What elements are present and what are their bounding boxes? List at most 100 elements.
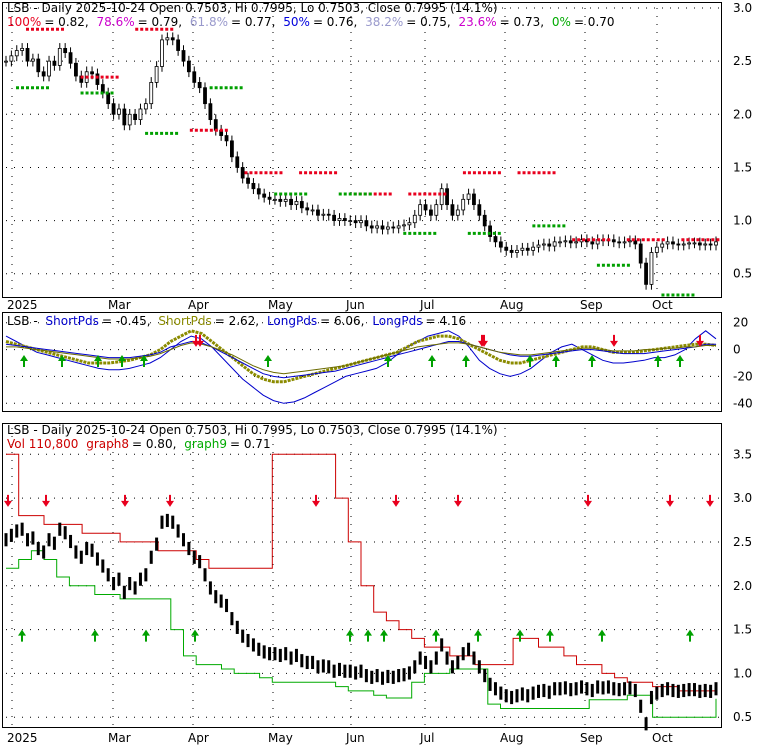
vol-month-6: Aug: [500, 731, 523, 745]
vol-bar-121: [655, 686, 659, 700]
osc-1-label: ShortPds: [158, 314, 211, 328]
vol-bar-85: [461, 647, 465, 661]
vol-bar-92: [499, 686, 503, 700]
price-candle-102: [552, 241, 557, 247]
oscillator-grid: 20 0 -20 -40: [6, 316, 753, 410]
vol-bar-106: [574, 682, 578, 696]
price-candle-44: [240, 167, 245, 179]
vol-bar-23: [128, 577, 132, 591]
vol-bar-66: [359, 664, 363, 678]
price-candle-19: [106, 92, 111, 105]
price-candle-73: [396, 225, 401, 229]
price-candle-10: [57, 47, 62, 66]
fib-3-value: = 0.76,: [313, 15, 357, 29]
vol-2-value: = 0.71: [230, 437, 271, 451]
vol-ytick-0: 3.5: [733, 447, 752, 461]
price-candle-55: [299, 201, 304, 209]
price-candle-53: [289, 198, 293, 206]
vol-up-arrow-13: [432, 629, 440, 642]
price-candle-2: [14, 50, 19, 57]
price-candle-6: [36, 58, 41, 73]
vol-2-label: graph9: [184, 437, 227, 451]
vol-bar-114: [617, 683, 621, 697]
vol-bar-102: [553, 682, 557, 696]
price-ytick-3: 1.5: [733, 160, 752, 174]
osc-ytick-3: -40: [733, 396, 753, 410]
price-candle-56: [305, 207, 310, 211]
price-candle-4: [25, 47, 30, 62]
vol-ytick-4: 1.5: [733, 623, 752, 637]
price-candle-62: [337, 218, 342, 221]
fib-6-value: = 0.70: [574, 15, 615, 29]
price-candle-120: [649, 252, 654, 285]
price-month-7: Sep: [580, 298, 603, 312]
price-month-2: Apr: [188, 298, 209, 312]
vol-bar-0: [4, 533, 8, 547]
vol-bar-51: [278, 648, 282, 663]
vol-bar-5: [31, 531, 35, 545]
price-candle-64: [348, 220, 353, 222]
price-candle-91: [493, 236, 498, 243]
vol-month-1: Mar: [108, 731, 131, 745]
fib-5-label: 23.6%: [459, 15, 497, 29]
price-candle-115: [622, 241, 627, 244]
vol-bar-32: [176, 524, 180, 538]
volume-legend: Vol 110,800 graph8 = 0.80, graph9 = 0.71: [7, 437, 271, 451]
price-candle-57: [310, 209, 315, 212]
osc-3-label: LongPds: [372, 314, 422, 328]
vol-bar-65: [354, 666, 358, 680]
vol-bar-3: [20, 522, 24, 536]
vol-up-arrow-17: [546, 629, 554, 642]
oscillator-plot: [5, 329, 717, 404]
osc-title: LSB -: [7, 314, 38, 328]
price-candle-70: [380, 225, 385, 230]
vol-down-arrow-14: [454, 494, 462, 507]
vol-bar-91: [493, 682, 497, 696]
vol-bar-104: [563, 681, 567, 695]
vol-bar-22: [122, 585, 126, 599]
vol-bar-62: [337, 662, 341, 677]
fib-1-value: = 0.79,: [138, 15, 182, 29]
vol-bar-37: [203, 568, 207, 582]
vol-bar-9: [52, 536, 56, 550]
price-title: LSB - Daily 2025-10-24 Open 0.7503, Hi 0…: [7, 1, 498, 15]
price-candle-27: [149, 82, 154, 105]
price-candle-17: [95, 73, 100, 85]
vol-bar-39: [214, 590, 218, 604]
vol-ytick-5: 1.0: [733, 666, 752, 680]
osc-2-label: LongPds: [267, 314, 317, 328]
osc-line-2: [5, 340, 716, 379]
vol-bar-10: [58, 522, 62, 536]
vol-down-arrow-0: [4, 494, 12, 507]
price-month-6: Aug: [500, 298, 523, 312]
vol-bar-40: [219, 594, 223, 608]
vol-bar-75: [407, 666, 411, 680]
vol-bar-130: [703, 683, 707, 698]
vol-bar-15: [85, 541, 89, 556]
vol-bar-81: [440, 638, 444, 652]
price-candle-105: [568, 240, 573, 244]
price-candle-9: [52, 60, 57, 66]
price-candle-92: [498, 241, 503, 248]
vol-up-arrow-7: [191, 629, 199, 642]
price-candle-122: [660, 243, 665, 248]
price-candle-128: [692, 242, 697, 245]
price-candle-26: [143, 103, 148, 110]
vol-bar-125: [676, 684, 680, 698]
vol-month-0: 2025: [7, 731, 38, 745]
vol-ytick-2: 2.5: [733, 535, 752, 549]
price-candle-132: [714, 241, 718, 246]
vol-bar-30: [165, 513, 169, 528]
vol-bar-36: [198, 555, 202, 569]
vol-bar-93: [504, 689, 508, 703]
vol-bar-87: [472, 651, 476, 665]
price-candle-118: [638, 243, 643, 264]
vol-bar-108: [585, 682, 589, 696]
vol-bar-71: [386, 669, 390, 684]
osc-down-arrow-1: [196, 334, 204, 347]
vol-up-arrow-5: [142, 629, 150, 642]
price-candle-48: [262, 193, 267, 198]
vol-bar-56: [305, 655, 309, 670]
price-ytick-0: 3.0: [733, 1, 752, 15]
vol-bar-132: [714, 682, 718, 696]
